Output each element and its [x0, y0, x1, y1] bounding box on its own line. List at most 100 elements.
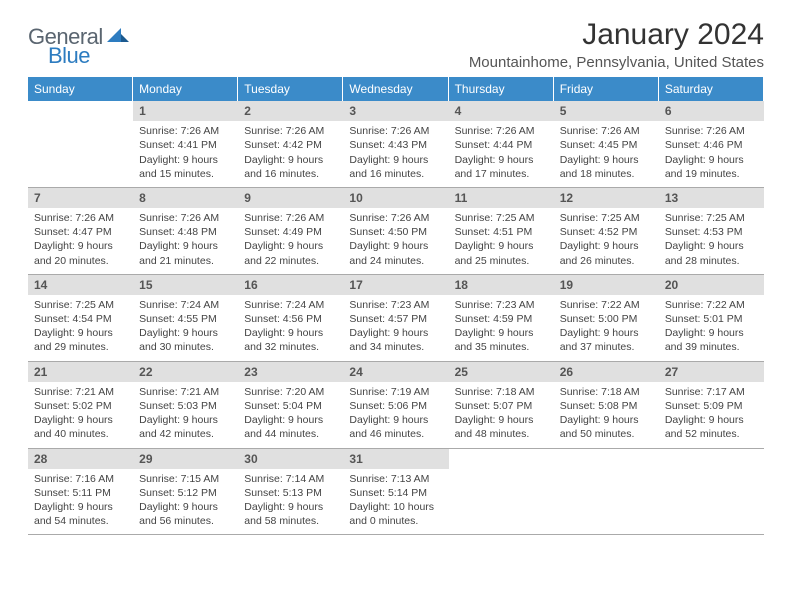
day-cell: 9Sunrise: 7:26 AMSunset: 4:49 PMDaylight… — [238, 188, 343, 275]
sunset-text: Sunset: 4:51 PM — [455, 225, 548, 239]
daylight-text: and 17 minutes. — [455, 167, 548, 181]
day-number: 2 — [238, 101, 343, 121]
day-cell: 26Sunrise: 7:18 AMSunset: 5:08 PMDayligh… — [554, 362, 659, 449]
sunset-text: Sunset: 5:11 PM — [34, 486, 127, 500]
daylight-text: and 22 minutes. — [244, 254, 337, 268]
sunrise-text: Sunrise: 7:19 AM — [349, 385, 442, 399]
sunrise-text: Sunrise: 7:22 AM — [560, 298, 653, 312]
daylight-text: and 28 minutes. — [665, 254, 758, 268]
daylight-text: and 0 minutes. — [349, 514, 442, 528]
daylight-text: and 56 minutes. — [139, 514, 232, 528]
daylight-text: Daylight: 9 hours — [244, 500, 337, 514]
day-cell: 13Sunrise: 7:25 AMSunset: 4:53 PMDayligh… — [659, 188, 764, 275]
day-number: 23 — [238, 362, 343, 382]
sunset-text: Sunset: 5:04 PM — [244, 399, 337, 413]
sunrise-text: Sunrise: 7:21 AM — [34, 385, 127, 399]
sunrise-text: Sunrise: 7:17 AM — [665, 385, 758, 399]
day-number: 16 — [238, 275, 343, 295]
empty-cell — [554, 449, 659, 536]
day-number: 27 — [659, 362, 764, 382]
daylight-text: and 21 minutes. — [139, 254, 232, 268]
sunrise-text: Sunrise: 7:26 AM — [34, 211, 127, 225]
daylight-text: Daylight: 9 hours — [34, 413, 127, 427]
day-number: 15 — [133, 275, 238, 295]
day-number: 17 — [343, 275, 448, 295]
sunset-text: Sunset: 5:14 PM — [349, 486, 442, 500]
daylight-text: Daylight: 9 hours — [244, 153, 337, 167]
calendar-grid: SundayMondayTuesdayWednesdayThursdayFrid… — [28, 77, 764, 535]
sunrise-text: Sunrise: 7:25 AM — [665, 211, 758, 225]
day-cell: 8Sunrise: 7:26 AMSunset: 4:48 PMDaylight… — [133, 188, 238, 275]
daylight-text: and 29 minutes. — [34, 340, 127, 354]
day-cell: 15Sunrise: 7:24 AMSunset: 4:55 PMDayligh… — [133, 275, 238, 362]
day-cell: 17Sunrise: 7:23 AMSunset: 4:57 PMDayligh… — [343, 275, 448, 362]
sunset-text: Sunset: 4:52 PM — [560, 225, 653, 239]
daylight-text: Daylight: 9 hours — [560, 413, 653, 427]
month-title: January 2024 — [469, 18, 764, 52]
daylight-text: Daylight: 9 hours — [34, 239, 127, 253]
day-number: 26 — [554, 362, 659, 382]
day-cell: 19Sunrise: 7:22 AMSunset: 5:00 PMDayligh… — [554, 275, 659, 362]
daylight-text: Daylight: 9 hours — [665, 153, 758, 167]
day-cell: 30Sunrise: 7:14 AMSunset: 5:13 PMDayligh… — [238, 449, 343, 536]
day-number: 21 — [28, 362, 133, 382]
day-number: 14 — [28, 275, 133, 295]
daylight-text: Daylight: 9 hours — [244, 413, 337, 427]
sunset-text: Sunset: 4:41 PM — [139, 138, 232, 152]
day-cell: 24Sunrise: 7:19 AMSunset: 5:06 PMDayligh… — [343, 362, 448, 449]
day-cell: 28Sunrise: 7:16 AMSunset: 5:11 PMDayligh… — [28, 449, 133, 536]
daylight-text: and 48 minutes. — [455, 427, 548, 441]
sunset-text: Sunset: 5:06 PM — [349, 399, 442, 413]
day-cell: 1Sunrise: 7:26 AMSunset: 4:41 PMDaylight… — [133, 101, 238, 188]
day-cell: 14Sunrise: 7:25 AMSunset: 4:54 PMDayligh… — [28, 275, 133, 362]
sunset-text: Sunset: 4:53 PM — [665, 225, 758, 239]
daylight-text: and 35 minutes. — [455, 340, 548, 354]
day-number: 1 — [133, 101, 238, 121]
daylight-text: Daylight: 9 hours — [455, 413, 548, 427]
daylight-text: and 54 minutes. — [34, 514, 127, 528]
sunset-text: Sunset: 4:48 PM — [139, 225, 232, 239]
sunrise-text: Sunrise: 7:26 AM — [349, 211, 442, 225]
sunrise-text: Sunrise: 7:23 AM — [455, 298, 548, 312]
daylight-text: and 16 minutes. — [244, 167, 337, 181]
day-number: 7 — [28, 188, 133, 208]
logo-blue: Blue — [48, 43, 90, 69]
day-cell: 16Sunrise: 7:24 AMSunset: 4:56 PMDayligh… — [238, 275, 343, 362]
sunset-text: Sunset: 4:45 PM — [560, 138, 653, 152]
day-cell: 6Sunrise: 7:26 AMSunset: 4:46 PMDaylight… — [659, 101, 764, 188]
day-cell: 11Sunrise: 7:25 AMSunset: 4:51 PMDayligh… — [449, 188, 554, 275]
daylight-text: and 50 minutes. — [560, 427, 653, 441]
day-number: 11 — [449, 188, 554, 208]
daylight-text: Daylight: 9 hours — [560, 153, 653, 167]
daylight-text: Daylight: 9 hours — [349, 413, 442, 427]
day-cell: 5Sunrise: 7:26 AMSunset: 4:45 PMDaylight… — [554, 101, 659, 188]
day-header-tuesday: Tuesday — [238, 77, 343, 101]
daylight-text: Daylight: 9 hours — [455, 153, 548, 167]
day-number: 28 — [28, 449, 133, 469]
daylight-text: Daylight: 9 hours — [244, 326, 337, 340]
sunset-text: Sunset: 4:50 PM — [349, 225, 442, 239]
day-header-friday: Friday — [554, 77, 659, 101]
day-cell: 20Sunrise: 7:22 AMSunset: 5:01 PMDayligh… — [659, 275, 764, 362]
daylight-text: Daylight: 9 hours — [349, 239, 442, 253]
day-number: 9 — [238, 188, 343, 208]
daylight-text: Daylight: 9 hours — [665, 239, 758, 253]
day-number: 29 — [133, 449, 238, 469]
sunrise-text: Sunrise: 7:25 AM — [455, 211, 548, 225]
day-number: 31 — [343, 449, 448, 469]
day-cell: 23 Sunrise: 7:20 AMSunset: 5:04 PMDayligh… — [238, 362, 343, 449]
logo-triangle-icon — [107, 26, 129, 47]
sunrise-text: Sunrise: 7:16 AM — [34, 472, 127, 486]
sunset-text: Sunset: 4:56 PM — [244, 312, 337, 326]
daylight-text: and 58 minutes. — [244, 514, 337, 528]
sunset-text: Sunset: 4:43 PM — [349, 138, 442, 152]
sunrise-text: Sunrise: 7:18 AM — [560, 385, 653, 399]
sunrise-text: Sunrise: 7:20 AM — [244, 385, 337, 399]
daylight-text: Daylight: 9 hours — [455, 326, 548, 340]
sunset-text: Sunset: 4:46 PM — [665, 138, 758, 152]
day-cell: 25Sunrise: 7:18 AMSunset: 5:07 PMDayligh… — [449, 362, 554, 449]
daylight-text: Daylight: 9 hours — [560, 239, 653, 253]
sunrise-text: Sunrise: 7:23 AM — [349, 298, 442, 312]
day-number: 30 — [238, 449, 343, 469]
daylight-text: and 30 minutes. — [139, 340, 232, 354]
